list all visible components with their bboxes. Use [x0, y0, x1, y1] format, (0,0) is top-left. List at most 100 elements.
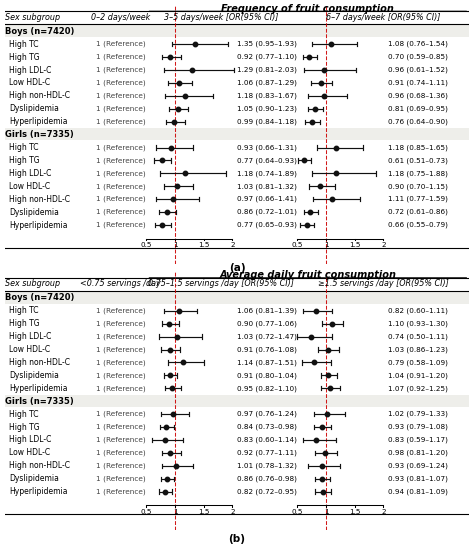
Text: 1.03 (0.86–1.23): 1.03 (0.86–1.23)	[388, 347, 448, 353]
Text: 1.03 (0.81–1.32): 1.03 (0.81–1.32)	[237, 183, 297, 189]
Text: High TG: High TG	[9, 423, 40, 431]
Text: 1 (Reference): 1 (Reference)	[96, 489, 146, 495]
Text: High TC: High TC	[9, 40, 39, 49]
FancyBboxPatch shape	[5, 395, 469, 407]
Text: 0.92 (0.77–1.10): 0.92 (0.77–1.10)	[237, 54, 297, 60]
Text: High TG: High TG	[9, 156, 40, 165]
Text: 0.86 (0.76–0.98): 0.86 (0.76–0.98)	[237, 475, 297, 482]
Text: 0.99 (0.84–1.18): 0.99 (0.84–1.18)	[237, 119, 297, 125]
Text: Dyslipidemia: Dyslipidemia	[9, 371, 59, 380]
Text: 1 (Reference): 1 (Reference)	[96, 333, 146, 340]
Text: 1.03 (0.72–1.47): 1.03 (0.72–1.47)	[237, 333, 297, 340]
Text: 1 (Reference): 1 (Reference)	[96, 196, 146, 202]
Text: 0.93 (0.66–1.31): 0.93 (0.66–1.31)	[237, 144, 297, 151]
Text: 1.5: 1.5	[349, 509, 360, 515]
Text: 3–5 days/week [OR(95% CI)]: 3–5 days/week [OR(95% CI)]	[164, 13, 278, 22]
Text: Girls (n=7335): Girls (n=7335)	[5, 397, 73, 406]
Text: 1.5: 1.5	[349, 242, 360, 248]
Text: 0.81 (0.69–0.95): 0.81 (0.69–0.95)	[388, 106, 448, 112]
Text: High LDL-C: High LDL-C	[9, 435, 52, 444]
Text: High non-HDL-C: High non-HDL-C	[9, 358, 70, 367]
Text: Hyperlipidemia: Hyperlipidemia	[9, 487, 68, 496]
Text: 2: 2	[381, 242, 386, 248]
FancyBboxPatch shape	[5, 292, 469, 304]
Text: Dyslipidemia: Dyslipidemia	[9, 208, 59, 217]
Text: 0.95 (0.82–1.10): 0.95 (0.82–1.10)	[237, 385, 297, 392]
Text: Dyslipidemia: Dyslipidemia	[9, 104, 59, 113]
Text: (a): (a)	[228, 263, 246, 273]
Text: 0.97 (0.76–1.24): 0.97 (0.76–1.24)	[237, 411, 297, 417]
Text: 0.83 (0.59–1.17): 0.83 (0.59–1.17)	[388, 437, 448, 443]
Text: 0.70 (0.59–0.85): 0.70 (0.59–0.85)	[388, 54, 448, 60]
Text: 1 (Reference): 1 (Reference)	[96, 209, 146, 215]
Text: Boys (n=7420): Boys (n=7420)	[5, 293, 74, 302]
Text: 1.29 (0.81–2.03): 1.29 (0.81–2.03)	[237, 67, 297, 73]
Text: 0.90 (0.70–1.15): 0.90 (0.70–1.15)	[388, 183, 448, 189]
Text: 0.5: 0.5	[292, 509, 303, 515]
Text: 1.07 (0.92–1.25): 1.07 (0.92–1.25)	[388, 385, 448, 392]
Text: Sex subgroup: Sex subgroup	[5, 13, 60, 22]
Text: 1 (Reference): 1 (Reference)	[96, 347, 146, 353]
Text: 1.05 (0.90–1.23): 1.05 (0.90–1.23)	[237, 106, 297, 112]
Text: High LDL-C: High LDL-C	[9, 332, 52, 341]
Text: 0.93 (0.69–1.24): 0.93 (0.69–1.24)	[388, 462, 448, 469]
Text: 0.79 (0.58–1.09): 0.79 (0.58–1.09)	[388, 359, 448, 366]
Text: High LDL-C: High LDL-C	[9, 65, 52, 75]
Text: 1: 1	[324, 509, 328, 515]
Text: 0.5: 0.5	[292, 242, 303, 248]
Text: 0.82 (0.72–0.95): 0.82 (0.72–0.95)	[237, 489, 297, 495]
Text: 1 (Reference): 1 (Reference)	[96, 170, 146, 177]
Text: 0.91 (0.74–1.11): 0.91 (0.74–1.11)	[388, 80, 448, 86]
Text: Boys (n=7420): Boys (n=7420)	[5, 27, 74, 36]
Text: 0.5: 0.5	[141, 509, 152, 515]
Text: 0.97 (0.66–1.41): 0.97 (0.66–1.41)	[237, 196, 297, 202]
Text: 2: 2	[230, 242, 235, 248]
Text: 6–7 days/week [OR(95% CI)]: 6–7 days/week [OR(95% CI)]	[326, 13, 440, 22]
Text: 0.92 (0.77–1.11): 0.92 (0.77–1.11)	[237, 450, 297, 456]
Text: 0.72 (0.61–0.86): 0.72 (0.61–0.86)	[388, 209, 448, 215]
Text: 0.83 (0.60–1.14): 0.83 (0.60–1.14)	[237, 437, 297, 443]
Text: Girls (n=7335): Girls (n=7335)	[5, 130, 73, 139]
Text: 0.93 (0.81–1.07): 0.93 (0.81–1.07)	[388, 475, 448, 482]
Text: 0.76 (0.64–0.90): 0.76 (0.64–0.90)	[388, 119, 448, 125]
Text: High TG: High TG	[9, 53, 40, 61]
Text: 1 (Reference): 1 (Reference)	[96, 144, 146, 151]
Text: 1.5: 1.5	[198, 509, 210, 515]
Text: High TC: High TC	[9, 410, 39, 419]
Text: 0.66 (0.55–0.79): 0.66 (0.55–0.79)	[388, 222, 448, 228]
Text: 0.77 (0.65–0.93): 0.77 (0.65–0.93)	[237, 222, 297, 228]
Text: 0.96 (0.61–1.52): 0.96 (0.61–1.52)	[388, 67, 448, 73]
Text: 1: 1	[324, 242, 328, 248]
Text: 0.61 (0.51–0.73): 0.61 (0.51–0.73)	[388, 157, 448, 164]
Text: High non-HDL-C: High non-HDL-C	[9, 91, 70, 101]
Text: 0.90 (0.77–1.06): 0.90 (0.77–1.06)	[237, 320, 297, 327]
Text: High TC: High TC	[9, 306, 39, 316]
Text: 1.18 (0.75–1.88): 1.18 (0.75–1.88)	[388, 170, 448, 177]
FancyBboxPatch shape	[5, 25, 469, 37]
Text: 1.14 (0.87–1.51): 1.14 (0.87–1.51)	[237, 359, 297, 366]
Text: High TC: High TC	[9, 143, 39, 152]
Text: 1.11 (0.77–1.59): 1.11 (0.77–1.59)	[388, 196, 448, 202]
Text: 0.74 (0.50–1.11): 0.74 (0.50–1.11)	[388, 333, 448, 340]
Text: 1 (Reference): 1 (Reference)	[96, 67, 146, 73]
Text: High TG: High TG	[9, 319, 40, 328]
Text: 1 (Reference): 1 (Reference)	[96, 372, 146, 379]
Text: 1.35 (0.95–1.93): 1.35 (0.95–1.93)	[237, 41, 297, 47]
Text: 1.18 (0.74–1.89): 1.18 (0.74–1.89)	[237, 170, 297, 177]
Text: 1 (Reference): 1 (Reference)	[96, 54, 146, 60]
Text: 2: 2	[381, 509, 386, 515]
Text: 1 (Reference): 1 (Reference)	[96, 424, 146, 430]
Text: Low HDL-C: Low HDL-C	[9, 345, 51, 354]
Text: Low HDL-C: Low HDL-C	[9, 78, 51, 88]
Text: 1.04 (0.91–1.20): 1.04 (0.91–1.20)	[388, 372, 448, 379]
Text: 0.86 (0.72–1.01): 0.86 (0.72–1.01)	[237, 209, 297, 215]
Text: 2: 2	[230, 509, 235, 515]
Text: 1.18 (0.83–1.67): 1.18 (0.83–1.67)	[237, 92, 297, 99]
Text: 1 (Reference): 1 (Reference)	[96, 462, 146, 469]
Text: 1 (Reference): 1 (Reference)	[96, 307, 146, 314]
Text: 1 (Reference): 1 (Reference)	[96, 450, 146, 456]
Text: 0.77 (0.64–0.93): 0.77 (0.64–0.93)	[237, 157, 297, 164]
Text: Hyperlipidemia: Hyperlipidemia	[9, 384, 68, 393]
Text: 0.98 (0.81–1.20): 0.98 (0.81–1.20)	[388, 450, 448, 456]
Text: 1 (Reference): 1 (Reference)	[96, 80, 146, 86]
